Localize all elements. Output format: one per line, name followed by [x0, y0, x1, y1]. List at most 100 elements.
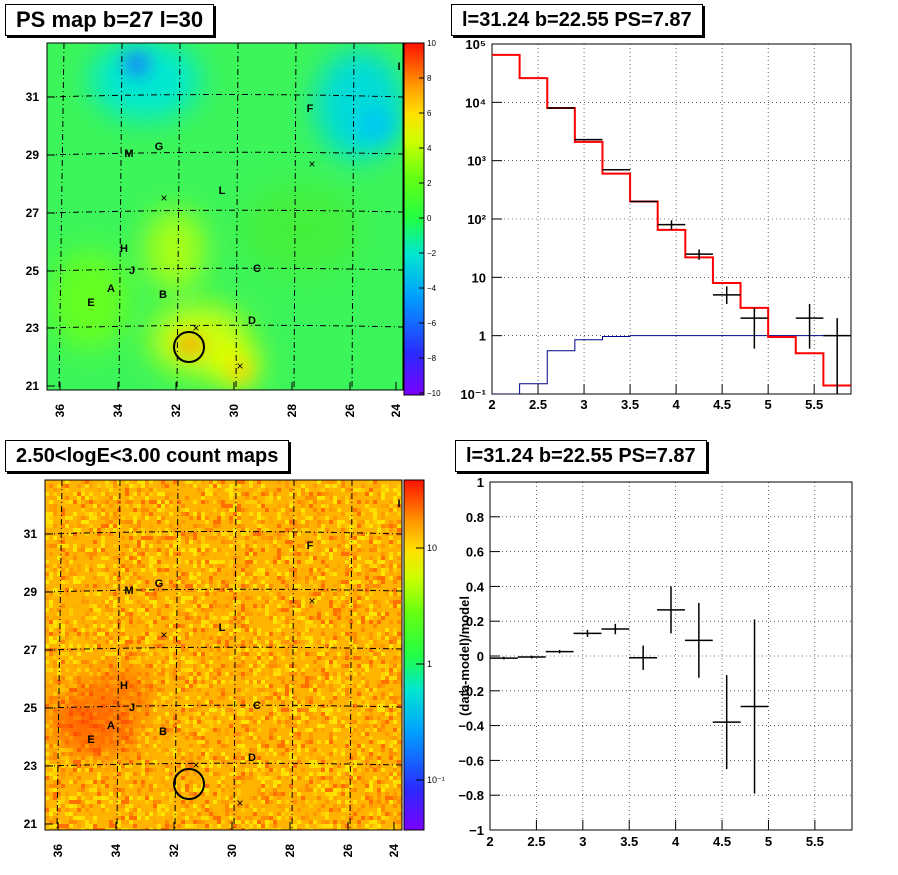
spectrum-ytick-label: 10²: [467, 212, 486, 227]
residual-xtick-label: 5: [765, 834, 772, 849]
count-map-panel: 10 1 10⁻¹ 36 34 32 30 28 26 24 31 29 27 25 23 21 M G F L H…: [24, 479, 445, 858]
count-map-xtick-label: 34: [109, 844, 123, 858]
ps-map-xtick-label: 34: [111, 404, 125, 418]
residual-xtick-label: 2: [486, 834, 493, 849]
count-map-cross-marker: ×: [160, 628, 167, 642]
ps-map-ytick-label: 27: [26, 206, 40, 220]
ps-map-coord-grid: [47, 43, 403, 390]
ps-map-source-J: J: [129, 265, 135, 277]
ps-map-ytick-label: 23: [26, 321, 40, 335]
ps-map-colorbar-tick-label: 0: [427, 214, 432, 223]
residual-xtick-label: 5.5: [806, 834, 824, 849]
ps-map-source-I: I: [397, 61, 400, 73]
ps-map-cross-marker: ×: [192, 321, 199, 335]
spectrum-ytick-label: 10⁴: [465, 95, 486, 110]
count-map-cross-marker: ×: [236, 796, 243, 810]
count-map-source-D: D: [248, 752, 256, 764]
residual-ytick-label: 0.8: [466, 510, 484, 525]
spectrum-xtick-label: 2.5: [529, 397, 547, 412]
residual-axes: 2 2.5 3 3.5 4 4.5 5 5.5 1 0.8 0.6 0.4 0.2 0 −0.2 −0.4 −0…: [458, 475, 824, 849]
ps-map-source-L: L: [219, 185, 226, 197]
spectrum-ytick-label: 10⁻¹: [460, 387, 486, 402]
residual-title: l=31.24 b=22.55 PS=7.87: [455, 440, 707, 472]
spectrum-xtick-label: 5: [765, 397, 772, 412]
ps-map-colorbar-tick-label: −6: [427, 319, 437, 328]
residual-xtick-label: 4.5: [713, 834, 731, 849]
ps-map-ytick-label: 31: [26, 90, 40, 104]
ps-map-ytick-label: 25: [26, 264, 40, 278]
residual-ytick-label: −0.6: [458, 753, 484, 768]
residual-ytick-label: −1: [469, 823, 484, 838]
ps-map-cross-marker: ×: [160, 191, 167, 205]
residual-xtick-label: 3.5: [620, 834, 638, 849]
ps-map-colorbar-tick-label: 10: [427, 39, 436, 48]
ps-map-source-E: E: [87, 297, 94, 309]
spectrum-ytick-label: 10⁵: [465, 37, 486, 52]
residual-panel: 2 2.5 3 3.5 4 4.5 5 5.5 1 0.8 0.6 0.4 0.2 0 −0.2 −0.4 −0…: [457, 475, 853, 849]
residual-ytick-label: 0.2: [466, 614, 484, 629]
count-map-cross-marker: ×: [308, 594, 315, 608]
residual-ytick-label: 0.4: [466, 579, 485, 594]
ps-map-axes: 36 34 32 30 28 26 24 31 29 27 25 23 21: [26, 90, 403, 417]
spectrum-xtick-label: 4: [672, 397, 680, 412]
ps-map-colorbar-tick-label: 4: [427, 144, 432, 153]
ps-map-ytick-label: 29: [26, 148, 40, 162]
spectrum-xtick-label: 3.5: [621, 397, 639, 412]
ps-map-xtick-label: 28: [285, 404, 299, 418]
count-map-colorbar-ticks: 10 1 10⁻¹: [416, 543, 445, 785]
count-map-colorbar-tick-label: 10⁻¹: [427, 775, 445, 785]
ps-map-image: [47, 43, 403, 390]
residual-xtick-label: 3: [579, 834, 586, 849]
spectrum-xtick-label: 5.5: [805, 397, 823, 412]
spectrum-ytick-label: 10: [472, 270, 486, 285]
spectrum-ytick-label: 10³: [467, 154, 486, 169]
ps-map-colorbar: [403, 42, 425, 396]
spectrum-title: l=31.24 b=22.55 PS=7.87: [451, 4, 703, 36]
count-map-source-L: L: [219, 622, 226, 634]
ps-map-colorbar-ticks: 10 8 6 4 2 0 −2 −4 −6 −8 −10: [419, 39, 441, 398]
count-map-cross-marker: ×: [192, 758, 199, 772]
ps-map-source-D: D: [248, 315, 256, 327]
count-map-xtick-label: 24: [387, 844, 401, 858]
count-map-xtick-label: 32: [167, 844, 181, 858]
ps-map-source-labels: M G F L HJ C A B E D I × × × ×: [87, 61, 400, 373]
count-map-xtick-label: 30: [225, 844, 239, 858]
spectrum-axes: 2 2.5 3 3.5 4 4.5 5 5.5 10⁻¹ 1 10 10² 10³ 10⁴ 10⁵: [460, 37, 823, 412]
count-map-source-I: I: [397, 498, 400, 510]
ps-map-source-C: C: [253, 263, 261, 275]
ps-map-source-A: A: [107, 283, 115, 295]
ps-map-source-G: G: [155, 141, 164, 153]
ps-map-colorbar-tick-label: 2: [427, 179, 432, 188]
spectrum-ytick-label: 1: [479, 329, 486, 344]
count-map-colorbar: [403, 479, 425, 831]
count-map-colorbar-tick-label: 1: [427, 659, 432, 669]
ps-map-xtick-label: 26: [343, 404, 357, 418]
spectrum-plot: [492, 53, 851, 394]
ps-map-xtick-label: 36: [53, 404, 67, 418]
residual-grid: [489, 481, 852, 831]
ps-map-cross-marker: ×: [308, 157, 315, 171]
count-map-ytick-label: 23: [24, 759, 38, 773]
target-circle-marker-2: [173, 768, 205, 800]
count-map-xtick-label: 26: [341, 844, 355, 858]
count-map-ytick-label: 21: [24, 817, 38, 831]
count-map-ytick-label: 29: [24, 585, 38, 599]
ps-map-colorbar-tick-label: −8: [427, 354, 437, 363]
count-map-ytick-label: 27: [24, 643, 38, 657]
spectrum-frame: [491, 43, 852, 395]
count-map-source-C: C: [253, 700, 261, 712]
ps-map-ytick-label: 21: [26, 379, 40, 393]
ps-map-cross-marker: ×: [236, 359, 243, 373]
spectrum-xtick-label: 4.5: [713, 397, 731, 412]
ps-map-source-F: F: [307, 103, 314, 115]
residual-ytick-label: 1: [477, 475, 484, 490]
residual-xtick-label: 4: [672, 834, 680, 849]
spectrum-xtick-label: 3: [580, 397, 587, 412]
count-map-source-H: H: [120, 680, 128, 692]
ps-map-xtick-label: 32: [169, 404, 183, 418]
ps-map-colorbar-tick-label: −10: [427, 389, 441, 398]
residual-ytick-label: −0.2: [458, 684, 484, 699]
count-map-title: 2.50<logE<3.00 count maps: [5, 440, 290, 472]
residual-xtick-label: 2.5: [527, 834, 545, 849]
count-map-source-E: E: [87, 734, 94, 746]
